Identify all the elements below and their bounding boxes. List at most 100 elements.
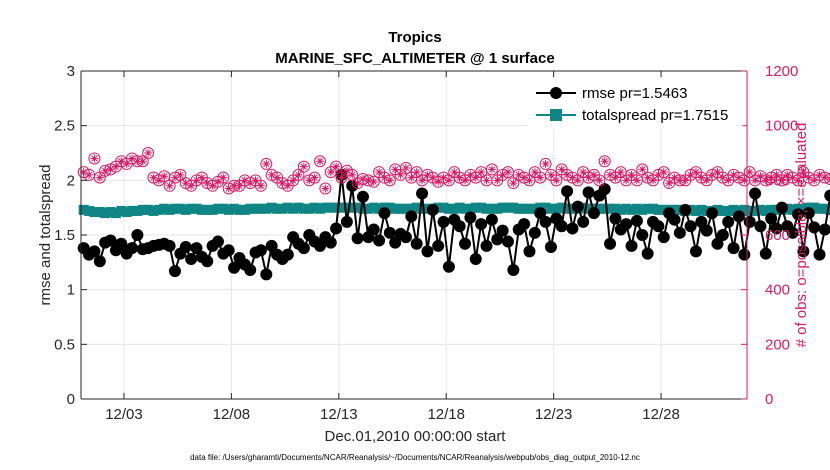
totalspread-point: [814, 203, 825, 214]
chart-subtitle: MARINE_SFC_ALTIMETER @ 1 surface: [275, 50, 554, 67]
totalspread-point: [94, 207, 105, 218]
rmse-point: [711, 237, 724, 250]
totalspread-point: [218, 203, 229, 214]
totalspread-point: [293, 202, 304, 213]
rmse-point: [115, 237, 128, 250]
totalspread-point: [744, 205, 755, 216]
rmse-point: [604, 237, 617, 250]
rmse-point: [104, 234, 117, 247]
rmse-point: [485, 213, 498, 226]
rmse-point: [507, 263, 520, 276]
x-tick-label: 12/18: [427, 406, 465, 423]
rmse-point: [625, 239, 638, 252]
totalspread-point: [336, 202, 347, 213]
tick-labels: 12/03 12/08 12/13 12/18 12/23 12/28 0 0.5 1 1.5 2 2…: [54, 63, 798, 423]
y-tick-label: 3: [67, 63, 75, 80]
y-tick-label: 0.5: [54, 336, 75, 353]
obs-point: [88, 152, 101, 165]
totalspread-point: [143, 204, 154, 215]
y-tick-label-right: 1000: [765, 118, 798, 135]
legend-rmse-marker: [550, 87, 562, 99]
totalspread-point: [454, 202, 465, 213]
obs-point: [335, 171, 348, 184]
rmse-point: [93, 255, 106, 268]
rmse-point: [620, 218, 633, 231]
obs-point: [636, 163, 649, 176]
totalspread-point: [288, 203, 299, 214]
rmse-series: [77, 168, 830, 281]
rmse-point: [373, 234, 386, 247]
rmse-point: [792, 208, 805, 221]
totalspread-point: [787, 204, 798, 215]
obs-point: [534, 171, 547, 184]
rmse-point: [673, 226, 686, 239]
totalspread-point: [717, 205, 728, 216]
obs-point: [480, 174, 493, 187]
totalspread-point: [229, 203, 240, 214]
totalspread-point: [191, 203, 202, 214]
totalspread-point: [486, 203, 497, 214]
totalspread-point: [712, 204, 723, 215]
rmse-point: [775, 201, 788, 214]
x-tick-label: 12/28: [642, 406, 680, 423]
totalspread-point: [519, 203, 530, 214]
x-tick-label: 12/13: [320, 406, 358, 423]
totalspread-point: [331, 202, 342, 213]
rmse-point: [442, 260, 455, 273]
x-tick-label: 12/23: [535, 406, 573, 423]
totalspread-point: [320, 202, 331, 213]
obs-point: [598, 155, 611, 168]
x-tick-label: 12/08: [213, 406, 251, 423]
rmse-point: [695, 215, 708, 228]
rmse-point: [356, 190, 369, 203]
rmse-point: [168, 265, 181, 278]
totalspread-point: [417, 203, 428, 214]
totalspread-point: [492, 203, 503, 214]
totalspread-point: [760, 205, 771, 216]
totalspread-point: [395, 203, 406, 214]
totalspread-point: [175, 203, 186, 214]
totalspread-point: [739, 204, 750, 215]
totalspread-point: [723, 205, 734, 216]
totalspread-point: [105, 207, 116, 218]
totalspread-point: [497, 202, 508, 213]
totalspread-point: [750, 205, 761, 216]
rmse-point: [679, 203, 692, 216]
obs-point: [330, 160, 343, 173]
rmse-point: [577, 215, 590, 228]
obs-point: [539, 157, 552, 170]
totalspread-point: [234, 204, 245, 215]
y-tick-label-right: 0: [765, 391, 773, 408]
obs-point: [630, 174, 643, 187]
totalspread-point: [449, 203, 460, 214]
totalspread-point: [809, 202, 820, 213]
rmse-point: [480, 239, 493, 252]
legend-spread-marker: [550, 109, 562, 121]
obs-possible-series: [77, 147, 830, 195]
totalspread-point: [309, 202, 320, 213]
obs-point: [394, 168, 407, 181]
obs-point: [743, 166, 756, 179]
rmse-point: [496, 224, 509, 237]
obs-point: [485, 163, 498, 176]
obs-point: [260, 157, 273, 170]
chart-title: Tropics: [388, 29, 441, 46]
totalspread-point: [594, 203, 605, 214]
rmse-point: [88, 245, 101, 258]
y-tick-label: 2.5: [54, 118, 75, 135]
totalspread-point: [524, 203, 535, 214]
rmse-point: [808, 221, 821, 234]
obs-point: [142, 147, 155, 159]
rmse-point: [190, 242, 203, 255]
totalspread-point: [84, 205, 95, 216]
obs-point: [507, 177, 520, 190]
rmse-point: [582, 186, 595, 199]
totalspread-point: [169, 203, 180, 214]
obs-point: [297, 160, 310, 173]
rmse-point: [544, 241, 557, 254]
rmse-point: [700, 224, 713, 237]
rmse-point: [797, 245, 810, 258]
totalspread-point: [148, 205, 159, 216]
totalspread-point: [669, 204, 680, 215]
totalspread-point: [116, 205, 127, 216]
